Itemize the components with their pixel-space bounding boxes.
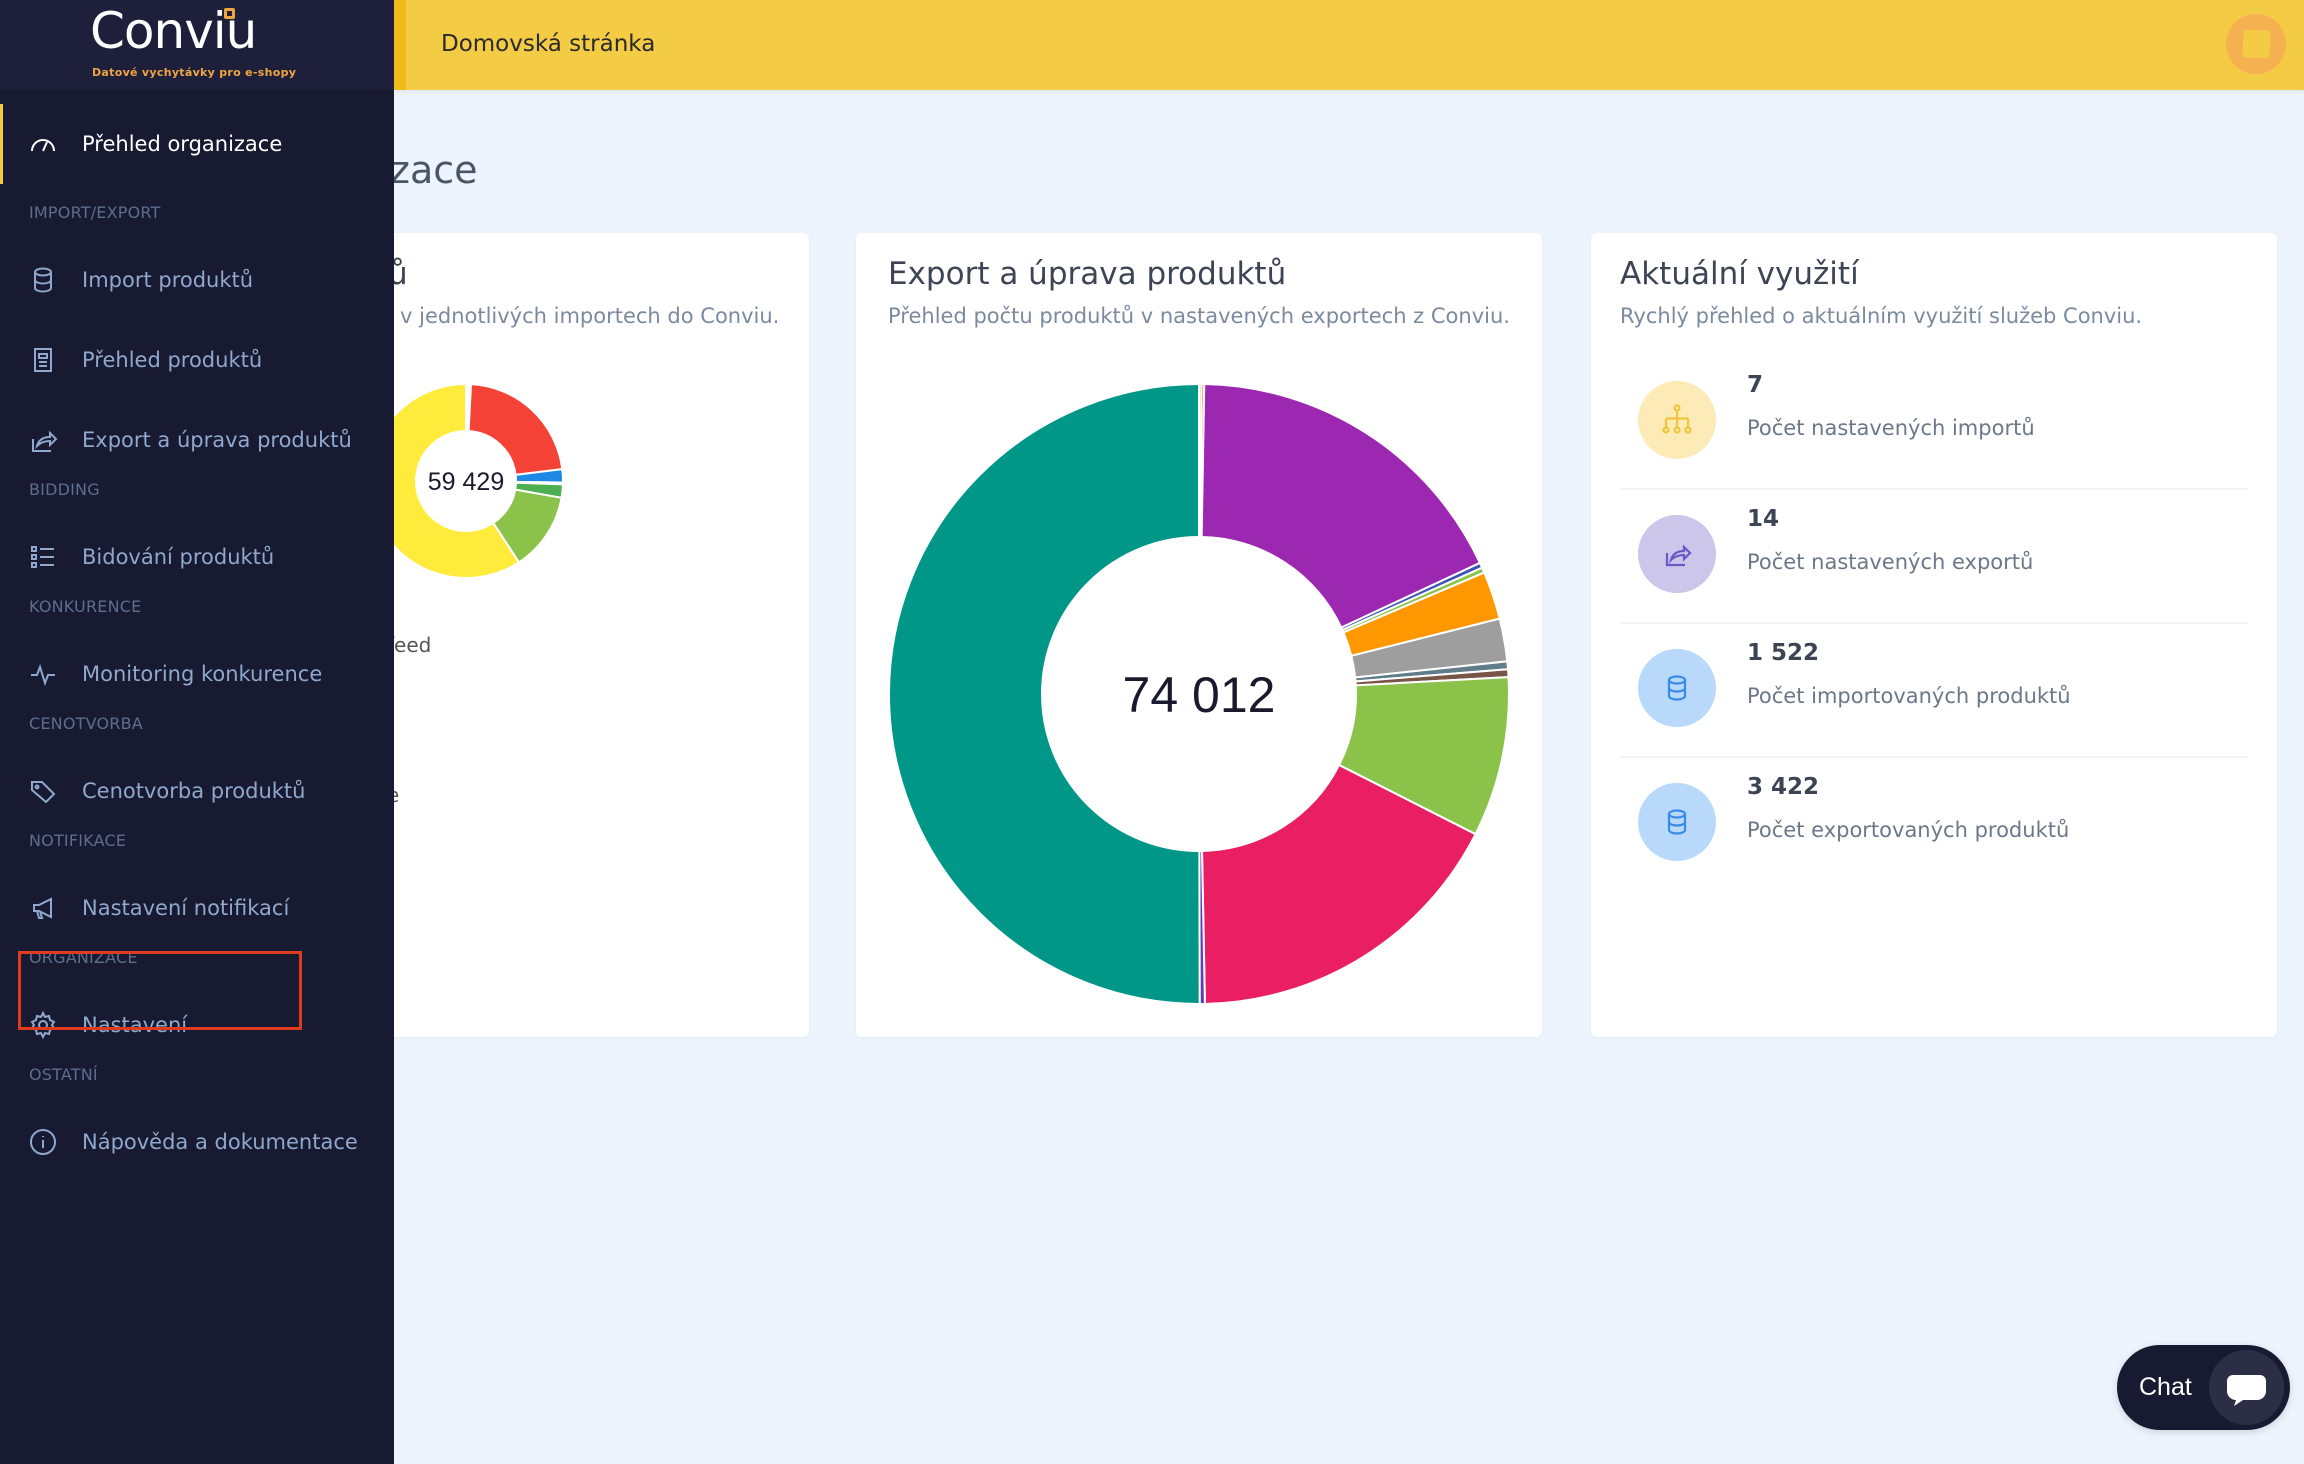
usage-item: 14 Počet nastavených exportů [1591, 491, 2277, 624]
sidebar: Conviu Datové vychytávky pro e-shopy Pře… [0, 0, 394, 1464]
donut-center-label: 59 429 [428, 468, 504, 496]
page-title: zace [390, 148, 478, 192]
megaphone-icon [33, 897, 52, 919]
usage-card: Aktuální využití Rychlý přehled o aktuál… [1591, 233, 2277, 1037]
sidebar-item[interactable]: Import produktů [0, 250, 394, 310]
import-card-subtitle: v jednotlivých importech do Conviu. [400, 304, 780, 328]
sidebar-item[interactable]: Nastavení [0, 995, 394, 1055]
usage-card-subtitle: Rychlý přehled o aktuálním využití služe… [1620, 304, 2143, 328]
donut-slice[interactable] [1200, 763, 1477, 1005]
header-title: Domovská stránka [441, 31, 656, 57]
sidebar-section-label: BIDDING [29, 480, 100, 499]
donut-slice[interactable] [1200, 383, 1482, 629]
usage-value: 14 [1747, 506, 1780, 532]
database-icon [34, 267, 52, 293]
chat-bubble-icon [2209, 1350, 2284, 1425]
usage-label: Počet nastavených importů [1747, 416, 2035, 440]
legend-item[interactable]: feed [387, 633, 432, 657]
sidebar-section-label: CENOTVORBA [29, 714, 143, 733]
usage-label: Počet importovaných produktů [1747, 684, 2071, 708]
usage-item: 3 422 Počet exportovaných produktů [1591, 759, 2277, 892]
sidebar-item[interactable]: Přehled produktů [0, 330, 394, 390]
usage-item: 1 522 Počet importovaných produktů [1591, 625, 2277, 758]
chat-button[interactable]: Chat [2117, 1345, 2290, 1430]
usage-value: 1 522 [1747, 640, 1820, 666]
gear-icon [30, 1010, 56, 1040]
divider [1620, 622, 2248, 624]
donut-slice[interactable] [467, 383, 564, 477]
sidebar-item-prehled-organizace[interactable]: Přehled organizace [0, 104, 394, 184]
share-icon [1638, 515, 1716, 593]
sidebar-item-label: Přehled organizace [82, 132, 283, 156]
usage-card-title: Aktuální využití [1620, 256, 1859, 292]
divider [1620, 756, 2248, 758]
sidebar-item-label: Nastavení notifikací [82, 896, 290, 920]
sidebar-item[interactable]: Bidování produktů [0, 527, 394, 587]
logo-tagline: Datové vychytávky pro e-shopy [92, 66, 297, 79]
share-icon [32, 430, 58, 452]
sidebar-section-label: NOTIFIKACE [29, 831, 127, 850]
divider [1620, 488, 2248, 490]
sidebar-item-label: Nastavení [82, 1013, 188, 1037]
usage-label: Počet exportovaných produktů [1747, 818, 2070, 842]
sidebar-item-label: Přehled produktů [82, 348, 263, 372]
sidebar-section-label: KONKURENCE [29, 597, 142, 616]
info-icon [30, 1129, 56, 1155]
sidebar-item[interactable]: Export a úprava produktů [0, 410, 394, 470]
sitemap-icon [1638, 381, 1716, 459]
sidebar-item[interactable]: Nastavení notifikací [0, 878, 394, 938]
sidebar-item[interactable]: Monitoring konkurence [0, 644, 394, 704]
import-donut-chart: 59 429 [368, 382, 565, 579]
donut-slice[interactable] [368, 382, 521, 579]
database-icon [1638, 783, 1716, 861]
export-card: Export a úprava produktů Přehled počtu p… [856, 233, 1542, 1037]
sidebar-item[interactable]: Cenotvorba produktů [0, 761, 394, 821]
export-card-title: Export a úprava produktů [888, 256, 1287, 292]
logo-wordmark: Conviu [90, 2, 257, 60]
export-card-subtitle: Přehled počtu produktů v nastavených exp… [888, 304, 1510, 328]
sidebar-item-label: Import produktů [82, 268, 254, 292]
usage-label: Počet nastavených exportů [1747, 550, 2034, 574]
usage-value: 3 422 [1747, 774, 1820, 800]
usage-item: 7 Počet nastavených importů [1591, 357, 2277, 490]
database-icon [1638, 649, 1716, 727]
logo-mark [224, 8, 235, 19]
logo[interactable]: Conviu Datové vychytávky pro e-shopy [0, 0, 394, 90]
sidebar-item[interactable]: Nápověda a dokumentace [0, 1112, 394, 1172]
sidebar-item-label: Monitoring konkurence [82, 662, 323, 686]
sidebar-section-label: OSTATNÍ [29, 1065, 98, 1084]
tags-icon [31, 781, 56, 804]
document-icon [34, 348, 52, 372]
chat-label: Chat [2139, 1373, 2192, 1401]
usage-value: 7 [1747, 372, 1764, 398]
sidebar-item-label: Export a úprava produktů [82, 428, 352, 452]
sidebar-section-label: IMPORT/EXPORT [29, 203, 161, 222]
donut-center-label: 74 012 [1123, 667, 1276, 723]
header-accent [394, 0, 406, 90]
dashboard-gauge-icon [31, 139, 55, 152]
sidebar-item-label: Bidování produktů [82, 545, 275, 569]
pulse-icon [31, 663, 55, 687]
export-donut-chart: 74 012 [887, 382, 1510, 1006]
user-avatar[interactable] [2226, 14, 2286, 74]
donut-slice[interactable] [887, 382, 1201, 1005]
sidebar-item-label: Nápověda a dokumentace [82, 1130, 358, 1154]
sidebar-item-label: Cenotvorba produktů [82, 779, 306, 803]
list-icon [31, 546, 54, 568]
top-header: Domovská stránka [394, 0, 2304, 90]
sidebar-section-label: ORGANIZACE [29, 948, 138, 967]
